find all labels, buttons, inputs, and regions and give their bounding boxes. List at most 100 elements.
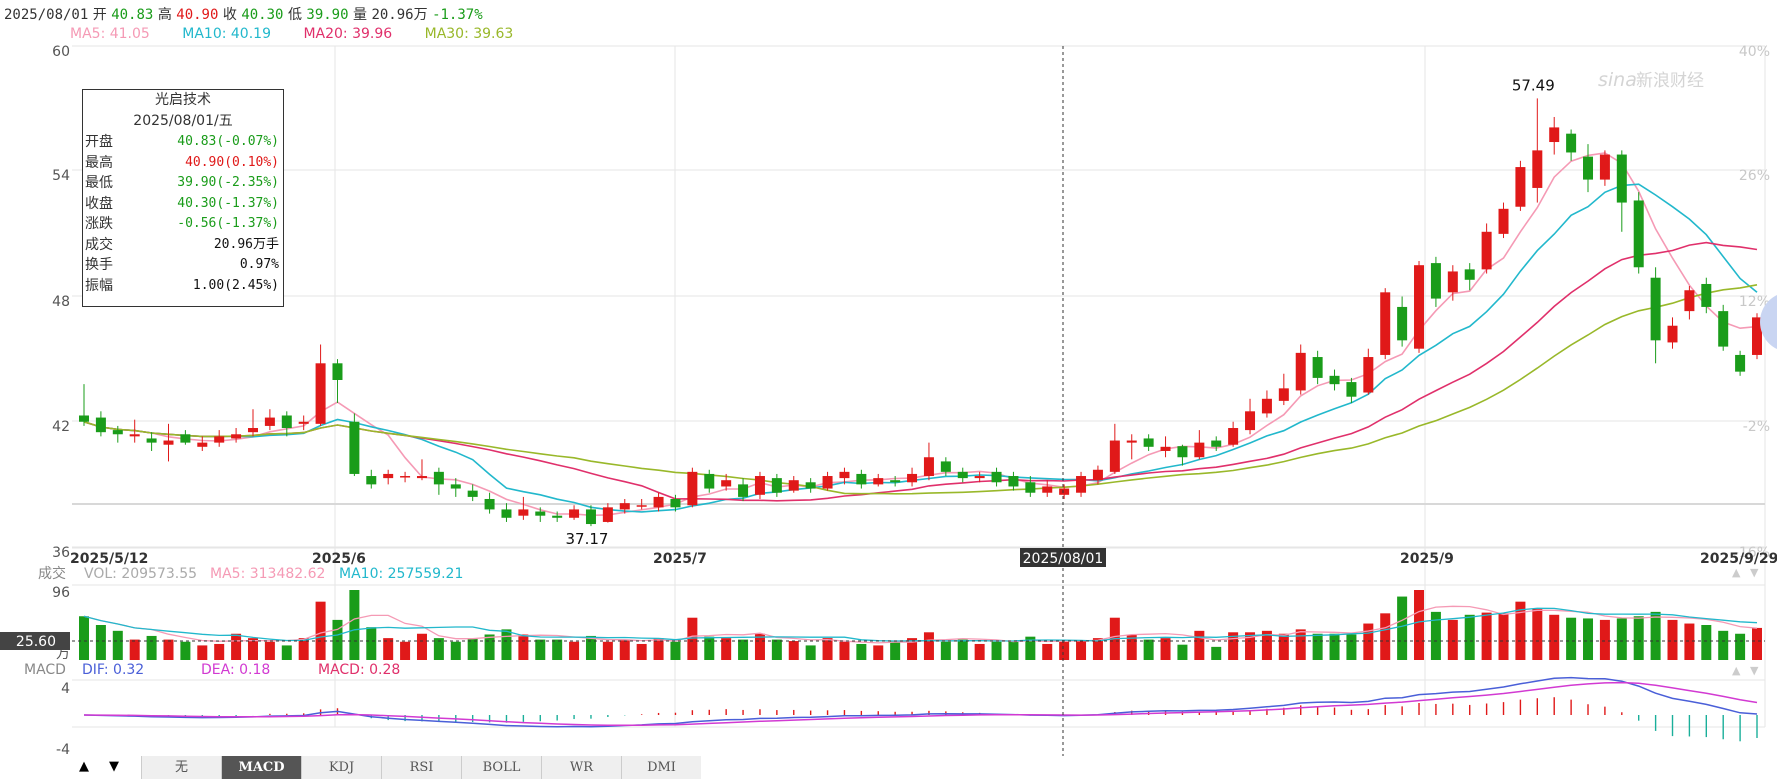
volume-bar — [129, 639, 140, 660]
candle — [721, 473, 732, 491]
volume-bar — [873, 645, 884, 660]
candle-body — [923, 457, 934, 477]
tab-dmi[interactable]: DMI — [621, 756, 701, 779]
candle — [163, 423, 174, 462]
volume-bar — [214, 643, 225, 660]
volume-bar — [1650, 611, 1661, 660]
candle — [1718, 304, 1729, 351]
tab-rsi[interactable]: RSI — [381, 756, 461, 779]
volume-bar — [585, 635, 596, 660]
candle — [1633, 192, 1644, 274]
tab-wr[interactable]: WR — [541, 756, 621, 779]
volume-bar — [1042, 643, 1053, 660]
scroll-up-icon[interactable]: ▲ — [1732, 566, 1741, 579]
candle — [636, 498, 647, 510]
candle — [433, 467, 444, 495]
side-handle[interactable] — [1760, 292, 1777, 352]
volume-bar — [1076, 641, 1087, 660]
open-label: 开 — [92, 7, 107, 23]
ma10-line — [83, 183, 1758, 513]
volume-header: 成交 VOL: 209573.55 MA5: 313482.62 MA10: 2… — [38, 565, 463, 662]
candle — [1650, 267, 1661, 364]
volume-bar — [923, 632, 934, 660]
chart-canvas[interactable]: sina 新浪财经 60 54 48 42 36 40% 26% 12% -2% -16% 20… — [0, 0, 1777, 756]
ma30-line — [83, 284, 1758, 495]
tooltip-rows: 开盘 40.83(-0.07%) 最高 40.90(0.10%) 最低 39.90(-2.… — [83, 132, 283, 296]
candle-body — [738, 484, 749, 497]
candle — [484, 492, 495, 514]
candle — [1397, 296, 1408, 347]
candle — [890, 476, 901, 487]
candle-body — [1059, 488, 1070, 495]
quote-date: 2025/08/01 — [4, 7, 89, 23]
tooltip-row-label: 收盘 — [85, 195, 113, 212]
volume-bar — [1126, 634, 1137, 660]
tooltip-row-label: 涨跌 — [85, 216, 113, 232]
candle — [602, 503, 613, 523]
candle — [619, 498, 630, 514]
ma30-legend: MA30: 39.63 — [424, 26, 514, 42]
volume-bar — [940, 641, 951, 660]
macd-scroll-down-icon[interactable]: ▼ — [1750, 664, 1759, 677]
tab-macd[interactable]: MACD — [221, 756, 301, 779]
scroll-down-icon[interactable]: ▼ — [1750, 566, 1759, 579]
annotations: 57.49 37.17 — [565, 76, 1554, 548]
volume-bar — [1633, 616, 1644, 660]
volume-bar — [112, 630, 123, 660]
volume-bar — [805, 645, 816, 660]
volume-bar — [163, 639, 174, 660]
candles — [79, 98, 1762, 527]
candle — [1566, 129, 1577, 161]
candle-body — [788, 480, 799, 491]
crosshair-date-label: 2025/08/01 — [1023, 551, 1104, 567]
volume-bar — [1566, 617, 1577, 660]
x-tick-label: 2025/7 — [653, 551, 707, 567]
tab-boll[interactable]: BOLL — [461, 756, 541, 779]
candle-body — [1414, 265, 1425, 349]
tooltip-row-value: 40.83(-0.07%) — [177, 134, 279, 149]
candle-body — [1430, 263, 1441, 299]
volume-bar — [281, 645, 292, 660]
candle — [856, 469, 867, 489]
candle — [653, 492, 664, 512]
candle-body — [1735, 354, 1746, 372]
volume-bar — [518, 634, 529, 660]
y-axis-left: 60 54 48 42 36 — [52, 44, 70, 561]
scroll-down-button[interactable]: ▼ — [109, 759, 119, 774]
volume-bar — [197, 645, 208, 660]
candle-body — [636, 505, 647, 507]
volume-bar — [1278, 633, 1289, 660]
candle — [552, 511, 563, 522]
tooltip-row: 振幅 1.00(2.45%) — [83, 276, 283, 297]
volume-bar — [856, 643, 867, 660]
candle-body — [1701, 283, 1712, 307]
open-value: 40.83 — [111, 7, 154, 23]
candle-body — [991, 471, 1002, 483]
tab-kdj[interactable]: KDJ — [301, 756, 381, 779]
macd-scroll-up-icon[interactable]: ▲ — [1732, 664, 1741, 677]
scroll-up-button[interactable]: ▲ — [79, 759, 89, 774]
y-tick-label: 60 — [52, 44, 70, 60]
candle — [788, 476, 799, 493]
candle — [771, 473, 782, 497]
volume-bar — [416, 633, 427, 660]
candle-body — [450, 484, 461, 489]
candle-body — [400, 476, 411, 478]
volume-bar — [1735, 633, 1746, 660]
tooltip-row-value: 0.97% — [239, 257, 279, 272]
grid — [72, 45, 1766, 728]
candle-body — [1329, 375, 1340, 385]
candle — [1752, 313, 1762, 360]
candle-body — [383, 473, 394, 479]
min-price-label: 37.17 — [565, 530, 608, 548]
candle — [1278, 373, 1289, 406]
volume-bar — [738, 639, 749, 660]
candle — [805, 478, 816, 493]
candle-body — [1752, 317, 1762, 355]
candle — [1346, 377, 1357, 403]
candle — [112, 425, 123, 443]
candle — [95, 411, 106, 437]
tab-无[interactable]: 无 — [141, 756, 221, 779]
volume-ma10-text: MA10: 257559.21 — [339, 566, 463, 582]
volume-bar — [1599, 619, 1610, 660]
